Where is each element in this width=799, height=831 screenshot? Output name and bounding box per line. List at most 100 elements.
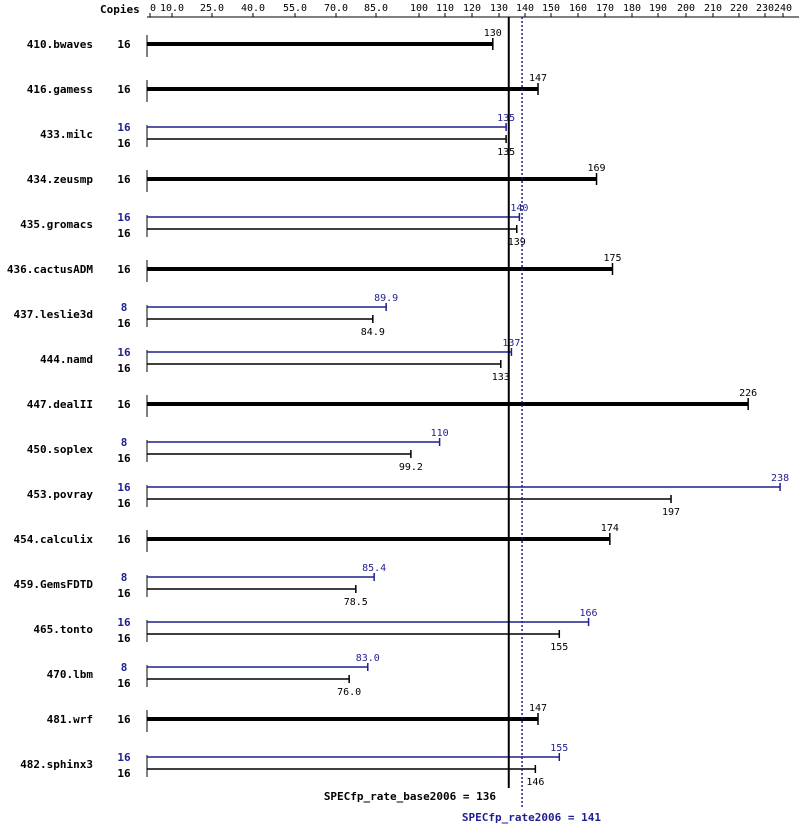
tick-label: 0 [150, 3, 156, 14]
base-value-label: 146 [526, 777, 544, 788]
benchmark-name: 482.sphinx3 [20, 758, 93, 771]
tick-label: 25.0 [200, 3, 224, 14]
base-value-label: 155 [550, 642, 568, 653]
base-copies-label: 16 [117, 713, 131, 726]
base-copies-label: 16 [117, 317, 131, 330]
peak-value-label: 135 [497, 113, 515, 124]
benchmark-name: 447.dealII [27, 398, 93, 411]
peak-copies-label: 8 [121, 571, 128, 584]
base-value-label: 84.9 [361, 327, 385, 338]
tick-label: 240 [774, 3, 792, 14]
base-value-label: 174 [601, 523, 619, 534]
base-value-label: 226 [739, 388, 757, 399]
base-value-label: 99.2 [399, 462, 423, 473]
peak-copies-label: 16 [117, 211, 131, 224]
base-copies-label: 16 [117, 263, 131, 276]
peak-copies-label: 16 [117, 481, 131, 494]
tick-label: 150 [542, 3, 560, 14]
benchmark-row: 481.wrf 16 147 [47, 703, 547, 732]
benchmark-name: 444.namd [40, 353, 93, 366]
peak-value-label: 238 [771, 473, 789, 484]
tick-label: 210 [704, 3, 722, 14]
base-value-label: 135 [497, 147, 515, 158]
base-reference-label: SPECfp_rate_base2006 = 136 [324, 790, 497, 803]
benchmark-name: 450.soplex [27, 443, 94, 456]
peak-value-label: 140 [510, 203, 528, 214]
base-value-label: 76.0 [337, 687, 361, 698]
benchmark-name: 410.bwaves [27, 38, 93, 51]
benchmark-name: 465.tonto [33, 623, 93, 636]
benchmark-row: 453.povray 16 16 238 197 [27, 473, 789, 518]
benchmark-name: 435.gromacs [20, 218, 93, 231]
peak-value-label: 155 [550, 743, 568, 754]
base-copies-label: 16 [117, 38, 131, 51]
base-copies-label: 16 [117, 83, 131, 96]
peak-copies-label: 16 [117, 616, 131, 629]
tick-label: 55.0 [283, 3, 307, 14]
peak-value-label: 110 [431, 428, 449, 439]
peak-value-label: 89.9 [374, 293, 398, 304]
benchmark-name: 436.cactusADM [7, 263, 93, 276]
tick-label: 85.0 [364, 3, 388, 14]
base-value-label: 169 [588, 163, 606, 174]
benchmark-rows: 410.bwaves 16 130 416.gamess 16 147 433.milc 16… [7, 28, 789, 788]
tick-label: 160 [569, 3, 587, 14]
peak-value-label: 83.0 [356, 653, 380, 664]
base-copies-label: 16 [117, 587, 131, 600]
x-axis-ticks: 0 10.0 25.0 40.0 55.0 70.0 85.0 100 110 120 130 140… [149, 3, 792, 17]
base-value-label: 147 [529, 73, 547, 84]
benchmark-row: 482.sphinx3 16 16 155 146 [20, 743, 568, 788]
base-copies-label: 16 [117, 398, 131, 411]
tick-label: 190 [649, 3, 667, 14]
benchmark-row: 436.cactusADM 16 175 [7, 253, 622, 282]
tick-label: 40.0 [241, 3, 265, 14]
base-value-label: 175 [603, 253, 621, 264]
benchmark-name: 416.gamess [27, 83, 93, 96]
tick-label: 220 [730, 3, 748, 14]
base-value-label: 133 [492, 372, 510, 383]
peak-reference-label: SPECfp_rate2006 = 141 [462, 811, 601, 824]
benchmark-row: 410.bwaves 16 130 [27, 28, 502, 57]
base-copies-label: 16 [117, 767, 131, 780]
peak-copies-label: 16 [117, 751, 131, 764]
tick-label: 120 [463, 3, 481, 14]
benchmark-row: 433.milc 16 16 135 135 [40, 113, 515, 158]
reference-lines: SPECfp_rate_base2006 = 136 SPECfp_rate200… [324, 17, 601, 824]
copies-header: Copies [100, 3, 140, 16]
benchmark-row: 450.soplex 8 16 110 99.2 [27, 428, 449, 473]
benchmark-name: 453.povray [27, 488, 94, 501]
base-value-label: 139 [508, 237, 526, 248]
base-copies-label: 16 [117, 137, 131, 150]
benchmark-row: 444.namd 16 16 137 133 [40, 338, 520, 383]
benchmark-name: 433.milc [40, 128, 93, 141]
base-copies-label: 16 [117, 452, 131, 465]
benchmark-name: 454.calculix [14, 533, 94, 546]
peak-copies-label: 16 [117, 121, 131, 134]
base-copies-label: 16 [117, 173, 131, 186]
base-copies-label: 16 [117, 677, 131, 690]
peak-copies-label: 8 [121, 301, 128, 314]
benchmark-name: 459.GemsFDTD [14, 578, 94, 591]
benchmark-row: 434.zeusmp 16 169 [27, 163, 606, 192]
peak-copies-label: 16 [117, 346, 131, 359]
base-copies-label: 16 [117, 632, 131, 645]
tick-label: 170 [596, 3, 614, 14]
peak-copies-label: 8 [121, 661, 128, 674]
benchmark-row: 435.gromacs 16 16 140 139 [20, 203, 528, 248]
benchmark-row: 465.tonto 16 16 166 155 [33, 608, 597, 653]
benchmark-row: 459.GemsFDTD 8 16 85.4 78.5 [14, 563, 387, 608]
tick-label: 110 [436, 3, 454, 14]
peak-value-label: 85.4 [362, 563, 386, 574]
tick-label: 200 [677, 3, 695, 14]
tick-label: 230 [756, 3, 774, 14]
benchmark-row: 416.gamess 16 147 [27, 73, 547, 102]
tick-label: 70.0 [324, 3, 348, 14]
benchmark-name: 481.wrf [47, 713, 93, 726]
peak-copies-label: 8 [121, 436, 128, 449]
tick-label: 10.0 [160, 3, 184, 14]
tick-label: 180 [623, 3, 641, 14]
benchmark-row: 437.leslie3d 8 16 89.9 84.9 [14, 293, 399, 338]
benchmark-row: 454.calculix 16 174 [14, 523, 619, 552]
base-copies-label: 16 [117, 227, 131, 240]
